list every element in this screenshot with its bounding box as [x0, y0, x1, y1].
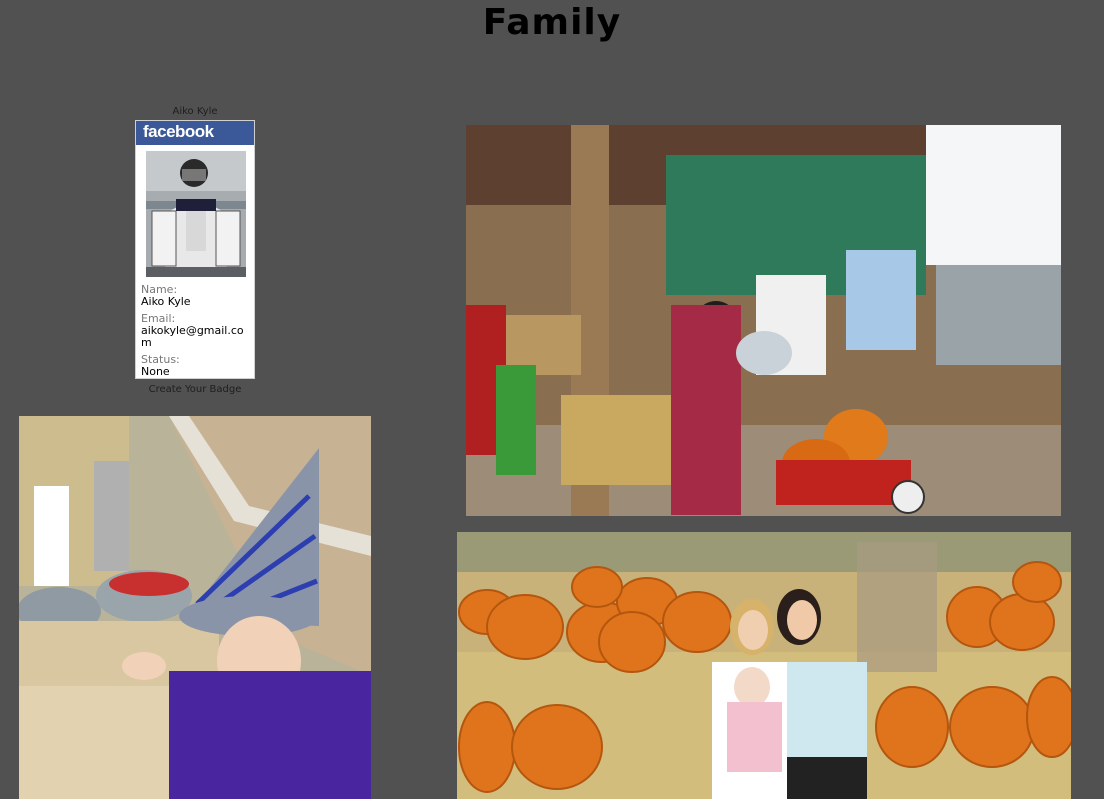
create-badge-link[interactable]: Create Your Badge: [148, 384, 242, 395]
facebook-logo[interactable]: facebook: [136, 121, 254, 145]
pumpkin-patch-photo: [457, 532, 1071, 799]
email-label: Email:: [141, 312, 176, 325]
farm-stand-photo: [466, 125, 1061, 516]
email-value: aikokyle@gmail.com: [141, 324, 244, 349]
status-label: Status:: [141, 353, 180, 366]
facebook-badge[interactable]: facebook Name: Aiko Kyle Email: aikokyle…: [135, 120, 255, 379]
badge-fields: Name: Aiko Kyle Email: aikokyle@gmail.co…: [141, 284, 253, 383]
page-title: Family: [482, 2, 622, 43]
child-wizard-photo: [19, 416, 371, 799]
name-label: Name:: [141, 283, 178, 296]
status-value: None: [141, 365, 170, 378]
badge-owner-name[interactable]: Aiko Kyle: [172, 106, 218, 117]
profile-photo[interactable]: [146, 151, 246, 277]
name-value: Aiko Kyle: [141, 295, 191, 308]
